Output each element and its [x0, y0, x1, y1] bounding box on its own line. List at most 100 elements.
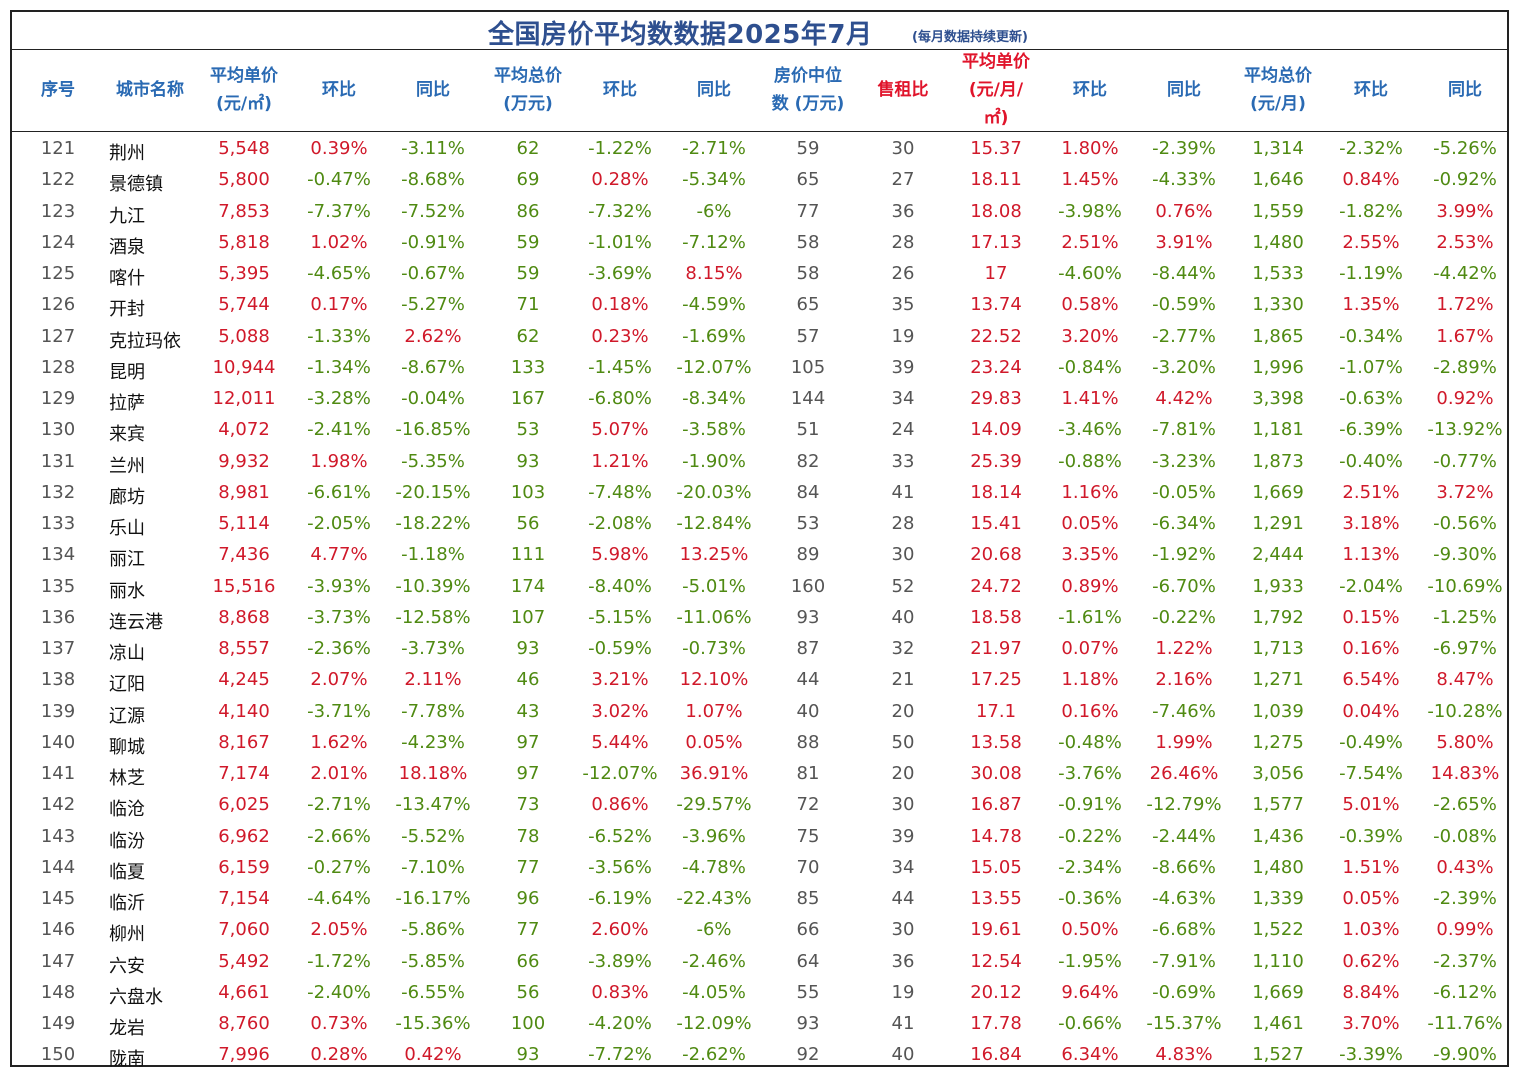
- total-price-mom: 2.60%: [591, 919, 649, 941]
- price-rent-ratio: 28: [891, 231, 915, 253]
- table-row: 139 辽源 4,140 -3.71% -7.78% 43 3.02% 1.07% 40 20 17…: [12, 696, 1507, 727]
- rent-total-yoy: -0.77%: [1433, 450, 1497, 472]
- unit-price-yoy: -3.73%: [401, 638, 465, 659]
- rent-unit-yoy: -7.46%: [1152, 700, 1216, 722]
- total-price-yoy: -2.62%: [682, 1044, 746, 1066]
- table-row: 144 临夏 6,159 -0.27% -7.10% 77 -3.56% -4.78% 70 34…: [12, 852, 1507, 883]
- unit-price-mom: 1.98%: [310, 450, 368, 472]
- median-price: 65: [796, 294, 820, 316]
- avg-total-price: 73: [516, 794, 540, 816]
- city-name: 荆州: [109, 143, 145, 164]
- rent-total: 1,436: [1252, 825, 1304, 847]
- table-row: 147 六安 5,492 -1.72% -5.85% 66 -3.89% -2.46% 64 36…: [12, 946, 1507, 977]
- price-rent-ratio: 34: [891, 856, 915, 878]
- price-rent-ratio: 26: [891, 263, 915, 284]
- rent-unit-price: 16.84: [970, 1044, 1022, 1066]
- rent-unit-price: 19.61: [970, 919, 1022, 941]
- median-price: 64: [796, 950, 820, 972]
- rent-unit-yoy: -15.37%: [1146, 1013, 1222, 1034]
- price-rent-ratio: 44: [891, 888, 915, 909]
- price-rent-ratio: 36: [891, 200, 915, 222]
- rent-total-mom: 0.05%: [1342, 888, 1400, 909]
- unit-price-yoy: -5.86%: [401, 919, 465, 941]
- price-rent-ratio: 28: [891, 513, 915, 534]
- total-price-mom: -3.56%: [588, 856, 652, 878]
- total-price-yoy: 36.91%: [679, 763, 749, 784]
- price-rent-ratio: 52: [891, 575, 915, 597]
- city-name: 喀什: [109, 268, 145, 289]
- header-rent-total-mom: 环比: [1354, 80, 1388, 100]
- total-price-yoy: -11.06%: [676, 606, 752, 628]
- city-name: 拉萨: [109, 393, 145, 414]
- rent-unit-price: 15.41: [970, 513, 1022, 534]
- rent-total-yoy: -4.42%: [1433, 263, 1497, 284]
- table-row: 141 林芝 7,174 2.01% 18.18% 97 -12.07% 36.91% 81 20…: [12, 758, 1507, 789]
- total-price-mom: 5.44%: [591, 731, 649, 753]
- median-price: 85: [796, 888, 820, 909]
- table-row: 135 丽水 15,516 -3.93% -10.39% 174 -8.40% -5.01% 1…: [12, 571, 1507, 602]
- rent-total: 1,933: [1252, 575, 1304, 597]
- total-price-mom: 0.23%: [591, 325, 649, 347]
- total-price-mom: 3.21%: [591, 669, 649, 691]
- table-row: 128 昆明 10,944 -1.34% -8.67% 133 -1.45% -12.07% 1…: [12, 352, 1507, 383]
- rent-total-mom: -6.39%: [1339, 419, 1403, 441]
- row-index: 139: [40, 700, 76, 722]
- avg-unit-price: 8,981: [218, 481, 270, 503]
- row-index: 134: [40, 544, 76, 566]
- rent-unit-yoy: -0.59%: [1152, 294, 1216, 316]
- table-row: 127 克拉玛依 5,088 -1.33% 2.62% 62 0.23% -1.69% 57 19…: [12, 321, 1507, 352]
- total-price-mom: 0.86%: [591, 794, 649, 816]
- rent-total-yoy: -2.89%: [1433, 356, 1497, 378]
- rent-unit-mom: -3.46%: [1058, 419, 1122, 441]
- rent-unit-yoy: -7.91%: [1152, 950, 1216, 972]
- rent-unit-mom: 1.18%: [1061, 669, 1119, 691]
- avg-total-price: 167: [510, 388, 546, 409]
- median-price: 105: [790, 356, 826, 378]
- price-rent-ratio: 21: [891, 669, 915, 691]
- total-price-yoy: -5.34%: [682, 169, 746, 191]
- unit-price-mom: -4.64%: [307, 888, 371, 909]
- avg-unit-price: 5,114: [218, 513, 270, 534]
- unit-price-yoy: -0.91%: [401, 231, 465, 253]
- total-price-yoy: -6%: [696, 919, 732, 941]
- total-price-mom: -8.40%: [588, 575, 652, 597]
- total-price-yoy: -1.90%: [682, 450, 746, 472]
- rent-total-mom: 2.51%: [1342, 481, 1400, 503]
- rent-total-mom: -0.40%: [1339, 450, 1403, 472]
- avg-unit-price: 4,072: [218, 419, 270, 441]
- row-index: 129: [40, 388, 76, 409]
- rent-unit-yoy: -1.92%: [1152, 544, 1216, 566]
- total-price-yoy: -0.73%: [682, 638, 746, 659]
- total-price-yoy: -4.78%: [682, 856, 746, 878]
- city-name: 柳州: [109, 924, 145, 946]
- rent-unit-mom: -1.95%: [1058, 950, 1122, 972]
- rent-unit-mom: -1.61%: [1058, 606, 1122, 628]
- rent-unit-yoy: -3.20%: [1152, 356, 1216, 378]
- rent-total: 1,275: [1252, 731, 1304, 753]
- row-index: 145: [40, 888, 76, 909]
- rent-total: 1,461: [1252, 1013, 1304, 1034]
- rent-unit-price: 21.97: [970, 638, 1022, 659]
- avg-unit-price: 9,932: [218, 450, 270, 472]
- rent-unit-price: 17.1: [975, 700, 1017, 722]
- median-price: 57: [796, 325, 820, 347]
- median-price: 93: [796, 606, 820, 628]
- total-price-mom: -2.08%: [588, 513, 652, 534]
- rent-total-yoy: -13.92%: [1427, 419, 1503, 441]
- avg-total-price: 53: [516, 419, 540, 441]
- avg-total-price: 77: [516, 856, 540, 878]
- row-index: 144: [40, 856, 76, 878]
- rent-unit-yoy: 1.99%: [1155, 731, 1213, 753]
- table-row: 148 六盘水 4,661 -2.40% -6.55% 56 0.83% -4.05% 55 19…: [12, 977, 1507, 1008]
- total-price-yoy: 13.25%: [679, 544, 749, 566]
- price-rent-ratio: 30: [891, 544, 915, 566]
- table-row: 122 景德镇 5,800 -0.47% -8.68% 69 0.28% -5.34% 65 27…: [12, 164, 1507, 195]
- row-index: 140: [40, 731, 76, 753]
- total-price-yoy: -12.84%: [676, 513, 752, 534]
- rent-unit-price: 30.08: [970, 763, 1022, 784]
- total-price-mom: -6.80%: [588, 388, 652, 409]
- median-price: 81: [796, 763, 820, 784]
- rent-unit-mom: -0.36%: [1058, 888, 1122, 909]
- avg-total-price: 62: [516, 138, 540, 159]
- row-index: 124: [40, 231, 76, 253]
